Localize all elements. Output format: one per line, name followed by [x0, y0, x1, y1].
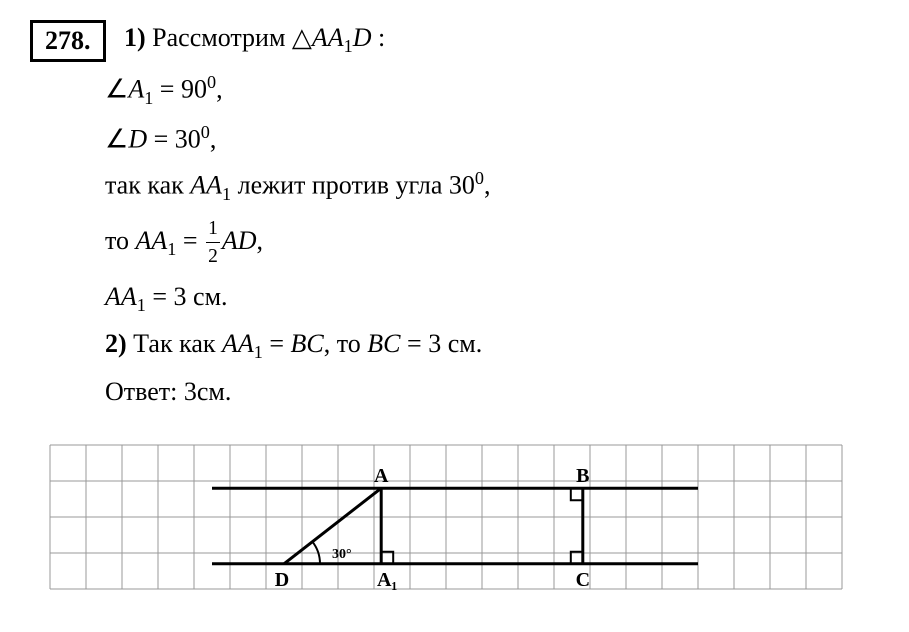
text: : [372, 23, 386, 52]
sup: 0 [475, 168, 484, 188]
text: , то [324, 329, 368, 358]
sub: 1 [254, 343, 263, 363]
text: Так как [127, 329, 222, 358]
line-2: ∠A1 = 900, [30, 70, 879, 111]
math: D [353, 23, 372, 52]
svg-text:30°: 30° [332, 547, 352, 562]
text: , [210, 124, 217, 153]
text: , [256, 226, 263, 255]
line-7: 2) Так как AA1 = BC, то BC = 3 см. [30, 326, 879, 366]
svg-text:D: D [275, 569, 289, 591]
answer-text: Ответ: 3см. [105, 377, 231, 406]
math: AA [105, 282, 137, 311]
line-4: так как AA1 лежит против угла 300, [30, 166, 879, 207]
sub: 1 [137, 295, 146, 315]
text: Рассмотрим △ [146, 23, 312, 52]
text: , [484, 170, 491, 199]
text: = 3 см. [401, 329, 483, 358]
svg-text:C: C [576, 569, 590, 591]
geometry-diagram: A B C D A₁ 30° [30, 435, 879, 622]
math: D [128, 124, 147, 153]
math: AA [136, 226, 168, 255]
line-6: AA1 = 3 см. [30, 279, 879, 319]
diagram-svg: A B C D A₁ 30° [30, 435, 880, 615]
part-1-label: 1) [124, 23, 146, 52]
math: AA [312, 23, 344, 52]
sub: 1 [144, 88, 153, 108]
text: то [105, 226, 136, 255]
text: = [176, 226, 204, 255]
text: = [263, 329, 291, 358]
angle-symbol: ∠ [105, 75, 128, 104]
numerator: 1 [206, 215, 220, 243]
math: BC [291, 329, 324, 358]
text: так как [105, 170, 190, 199]
math: A [128, 75, 144, 104]
line-5: то AA 1 = 12AD, [30, 215, 879, 271]
svg-text:B: B [576, 466, 589, 488]
text: = 30 [147, 124, 201, 153]
math: AA [190, 170, 222, 199]
problem-number: 278. [30, 20, 106, 62]
angle-symbol: ∠ [105, 124, 128, 153]
part-2-label: 2) [105, 329, 127, 358]
sub: 1 [222, 184, 231, 204]
fraction: 12 [206, 215, 220, 271]
sup: 0 [201, 122, 210, 142]
denominator: 2 [206, 243, 220, 270]
sub: 1 [344, 36, 353, 56]
sup: 0 [207, 72, 216, 92]
svg-text:A: A [374, 466, 389, 488]
math: AD [222, 226, 257, 255]
math: BC [367, 329, 400, 358]
line-1: 278. 1) Рассмотрим △AA1D : [30, 20, 879, 62]
text: = 3 см. [146, 282, 228, 311]
math: AA [222, 329, 254, 358]
text: лежит против угла 30 [231, 170, 475, 199]
line-3: ∠D = 300, [30, 120, 879, 158]
line-8-answer: Ответ: 3см. [30, 374, 879, 410]
svg-text:A₁: A₁ [377, 569, 397, 591]
text: , [216, 75, 223, 104]
text: = 90 [153, 75, 207, 104]
